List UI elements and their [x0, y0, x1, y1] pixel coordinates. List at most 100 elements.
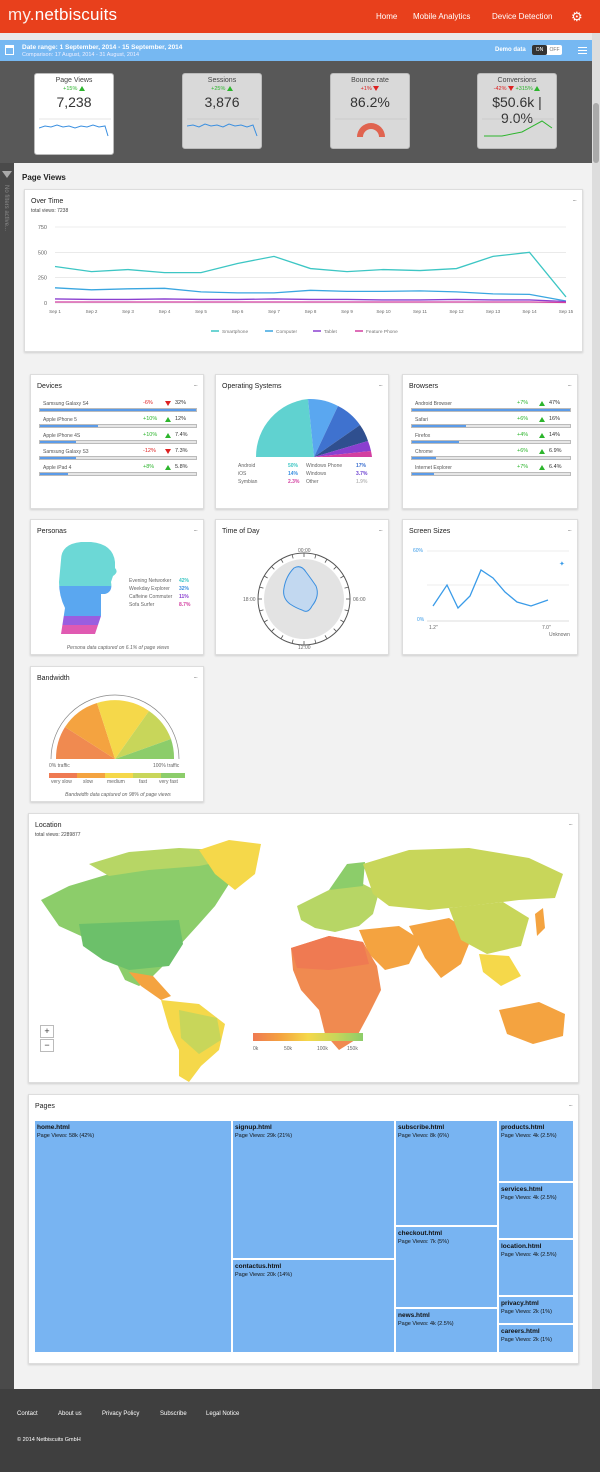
world-map[interactable] — [29, 814, 580, 1084]
persona-band-evening-networker — [59, 542, 117, 586]
zoom-out-button[interactable]: − — [40, 1039, 54, 1052]
footer-link-about-us[interactable]: About us — [58, 1411, 82, 1417]
treemap-cell-subscribe[interactable]: subscribe.html Page Views: 8k (6%) — [395, 1120, 498, 1226]
card-subtitle: total views: 2289877 — [35, 832, 81, 838]
nav-mobile-analytics[interactable]: Mobile Analytics — [413, 12, 471, 21]
treemap-cell-products[interactable]: products.html Page Views: 4k (2.5%) — [498, 1120, 574, 1182]
legend-item[interactable]: Feature Phone — [366, 329, 398, 335]
more-icon[interactable]: ... — [568, 1099, 573, 1108]
hamburger-menu-icon[interactable] — [578, 47, 587, 54]
treemap-cell-location[interactable]: location.html Page Views: 4k (2.5%) — [498, 1239, 574, 1296]
devices-row-value: 5.8% — [175, 464, 188, 470]
more-icon[interactable]: ... — [193, 671, 198, 680]
browsers-row-bar[interactable] — [411, 408, 571, 412]
series-line-smartphone[interactable] — [54, 251, 567, 298]
footer-link-contact[interactable]: Contact — [17, 1411, 38, 1417]
browsers-row-delta: +7% — [517, 464, 529, 470]
up-arrow-icon — [539, 465, 545, 470]
legend-item[interactable]: Smartphone — [222, 329, 248, 335]
map-southeast-asia — [479, 954, 521, 986]
hour-tick — [291, 554, 294, 559]
footer-link-legal-notice[interactable]: Legal Notice — [206, 1411, 240, 1417]
date-range-text[interactable]: Date range: 1 September, 2014 - 15 Septe… — [22, 44, 183, 51]
devices-row-delta: -6% — [143, 400, 153, 406]
demo-data-toggle[interactable]: ON OFF — [532, 45, 562, 55]
treemap-page-views: Page Views: 4k (2.5%) — [501, 1133, 557, 1139]
more-icon[interactable]: ... — [193, 524, 198, 533]
more-icon[interactable]: ... — [567, 379, 572, 388]
hour-tick — [263, 619, 268, 623]
scale-very-fast: very fast — [159, 779, 178, 785]
up-arrow-icon — [226, 86, 233, 92]
filter-icon[interactable] — [2, 171, 12, 178]
persona-band-sofa-surfer — [59, 625, 117, 634]
series-line-feature-phone[interactable] — [55, 301, 567, 304]
more-icon[interactable]: ... — [568, 818, 573, 827]
card-title: Pages — [35, 1103, 55, 1110]
more-icon[interactable]: ... — [378, 524, 383, 533]
kpi-bounce-rate[interactable]: Bounce rate +1% 86.2% — [330, 73, 410, 149]
os-legend-value: 50% — [288, 463, 299, 469]
os-pie-chart — [255, 398, 372, 457]
os-slice-ios — [308, 398, 338, 457]
devices-row-bar[interactable] — [39, 424, 197, 428]
more-icon[interactable]: ... — [378, 379, 383, 388]
os-slice-android — [255, 399, 314, 457]
browsers-row-bar[interactable] — [411, 440, 571, 444]
down-arrow-icon — [165, 449, 171, 454]
devices-row-bar[interactable] — [39, 440, 197, 444]
treemap-cell-privacy[interactable]: privacy.html Page Views: 2k (1%) — [498, 1296, 574, 1324]
kpi-page-views[interactable]: Page Views +15% 7,238 — [34, 73, 114, 155]
hour-tick — [259, 609, 264, 612]
devices-row-delta: +10% — [143, 416, 158, 422]
page-scrollbar[interactable] — [592, 33, 600, 1389]
more-icon[interactable]: ... — [567, 524, 572, 533]
footer-link-privacy-policy[interactable]: Privacy Policy — [102, 1411, 140, 1417]
series-line-computer[interactable] — [54, 287, 567, 302]
page-title: Page Views — [22, 173, 66, 182]
legend-item[interactable]: Tablet — [324, 329, 337, 335]
more-icon[interactable]: ... — [572, 194, 577, 203]
treemap-cell-contactus[interactable]: contactus.html Page Views: 20k (14%) — [232, 1259, 395, 1353]
devices-row-bar-fill — [40, 473, 69, 475]
browsers-row-bar[interactable] — [411, 456, 571, 460]
nav-home[interactable]: Home — [376, 12, 398, 21]
treemap-cell-home[interactable]: home.html Page Views: 58k (42%) — [34, 1120, 232, 1353]
os-legend-value: 1.9% — [356, 479, 368, 485]
zoom-in-button[interactable]: + — [40, 1025, 54, 1038]
scrollbar-thumb[interactable] — [593, 103, 599, 163]
treemap-cell-services[interactable]: services.html Page Views: 4k (2.5%) — [498, 1182, 574, 1239]
logo[interactable]: my.netbiscuits — [8, 5, 118, 24]
devices-row-bar[interactable] — [39, 408, 197, 412]
legend-item[interactable]: Computer — [276, 329, 297, 335]
series-line-tablet[interactable] — [54, 298, 567, 303]
devices-row-bar[interactable] — [39, 456, 197, 460]
footer-link-subscribe[interactable]: Subscribe — [160, 1411, 187, 1417]
browsers-row-bar[interactable] — [411, 472, 571, 476]
treemap-cell-news[interactable]: news.html Page Views: 4k (2.5%) — [395, 1308, 498, 1353]
x-tick-label: Sep 3 — [122, 309, 134, 314]
more-icon[interactable]: ... — [193, 379, 198, 388]
gear-icon[interactable]: ⚙ — [571, 9, 583, 24]
treemap-cell-checkout[interactable]: checkout.html Page Views: 7k (5%) — [395, 1226, 498, 1308]
browsers-row-delta: +6% — [517, 448, 529, 454]
map-russia — [363, 848, 563, 910]
treemap-cell-signup[interactable]: signup.html Page Views: 29k (21%) — [232, 1120, 395, 1259]
time-of-day-area — [283, 566, 318, 612]
browsers-row-bar[interactable] — [411, 424, 571, 428]
kpi-sessions[interactable]: Sessions +25% 3,876 — [182, 73, 262, 149]
devices-row-bar-fill — [40, 441, 76, 443]
x-tick-label: Sep 15 — [559, 309, 574, 314]
scale-fast: fast — [139, 779, 148, 785]
kpi-conversions[interactable]: Conversions -42% +315% $50.6k | 9.0% — [477, 73, 557, 149]
browsers-row-delta: +7% — [517, 400, 529, 406]
calendar-icon[interactable] — [5, 45, 14, 55]
x-tick-label: Sep 11 — [413, 309, 427, 314]
devices-row-delta: +8% — [143, 464, 155, 470]
card-title: Browsers — [409, 383, 439, 390]
nav-device-detection[interactable]: Device Detection — [492, 12, 553, 21]
treemap-cell-careers[interactable]: careers.html Page Views: 2k (1%) — [498, 1324, 574, 1353]
y-tick-label: 500 — [38, 250, 47, 256]
filter-sidebar[interactable]: No filters active... — [0, 163, 14, 1389]
devices-row-bar[interactable] — [39, 472, 197, 476]
